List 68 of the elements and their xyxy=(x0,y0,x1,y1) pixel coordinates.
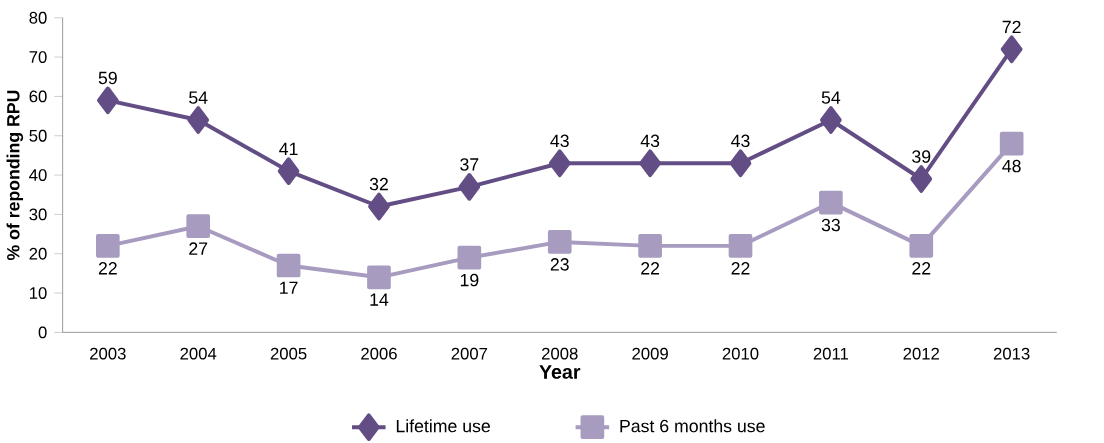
data-label: 32 xyxy=(369,177,388,191)
data-label: 33 xyxy=(821,218,840,232)
point xyxy=(547,230,572,254)
point xyxy=(277,157,300,185)
y-tick-label: 0 xyxy=(38,326,47,339)
x-tick-label: 2004 xyxy=(180,347,217,360)
x-axis-title: Year xyxy=(539,365,581,379)
x-tick-label: 2003 xyxy=(90,347,126,360)
point xyxy=(186,214,211,239)
y-tick-label: 60 xyxy=(29,90,47,103)
data-label: 22 xyxy=(731,262,750,275)
point xyxy=(187,106,210,134)
point xyxy=(999,131,1024,156)
point xyxy=(458,173,481,201)
y-tick-label: 20 xyxy=(29,247,47,260)
point xyxy=(910,165,933,193)
y-tick-label: 30 xyxy=(29,208,47,221)
x-tick-label: 2013 xyxy=(993,347,1030,360)
x-tick-label: 2011 xyxy=(813,347,849,360)
point xyxy=(548,149,571,178)
data-label: 22 xyxy=(912,262,931,275)
data-label: 43 xyxy=(640,134,660,148)
x-tick-label: 2012 xyxy=(903,347,939,360)
data-label: 23 xyxy=(550,258,569,271)
data-label: 41 xyxy=(279,142,298,155)
point xyxy=(639,149,661,178)
data-label: 22 xyxy=(98,262,117,275)
legend-label: Past 6 months use xyxy=(620,419,765,433)
point xyxy=(457,245,482,270)
data-label: 22 xyxy=(641,262,660,275)
x-tick-label: 2008 xyxy=(541,347,578,360)
data-label: 59 xyxy=(98,71,117,85)
x-tick-label: 2009 xyxy=(632,347,668,360)
point xyxy=(729,149,752,178)
point xyxy=(96,86,119,115)
point xyxy=(276,253,301,278)
legend-label: Lifetime use xyxy=(396,419,490,433)
data-label: 14 xyxy=(370,293,389,306)
x-tick-label: 2010 xyxy=(722,347,759,360)
point xyxy=(909,234,934,258)
point xyxy=(368,192,390,221)
point xyxy=(367,265,391,290)
x-tick-label: 2007 xyxy=(451,347,488,360)
data-label: 17 xyxy=(280,281,298,294)
y-tick-label: 80 xyxy=(29,11,47,24)
data-label: 54 xyxy=(189,91,208,104)
point xyxy=(1000,35,1023,64)
point xyxy=(638,234,662,258)
y-tick-label: 70 xyxy=(29,51,47,64)
y-tick-label: 40 xyxy=(29,169,47,181)
x-tick-label: 2005 xyxy=(270,347,307,360)
data-label: 37 xyxy=(460,158,479,171)
y-tick-label: 10 xyxy=(29,287,47,299)
point xyxy=(95,234,120,258)
data-label: 48 xyxy=(1002,159,1021,173)
data-label: 43 xyxy=(550,134,569,148)
point xyxy=(728,234,753,258)
data-label: 54 xyxy=(821,91,841,104)
data-label: 19 xyxy=(460,273,479,287)
point xyxy=(820,106,842,134)
data-label: 39 xyxy=(912,150,931,163)
point xyxy=(819,190,843,215)
y-tick-label: 50 xyxy=(29,129,47,142)
data-label: 43 xyxy=(731,134,750,148)
data-label: 72 xyxy=(1002,20,1021,34)
x-tick-label: 2006 xyxy=(361,347,397,360)
data-label: 27 xyxy=(189,242,208,255)
y-axis-title: % of reponding RPU xyxy=(6,90,24,261)
